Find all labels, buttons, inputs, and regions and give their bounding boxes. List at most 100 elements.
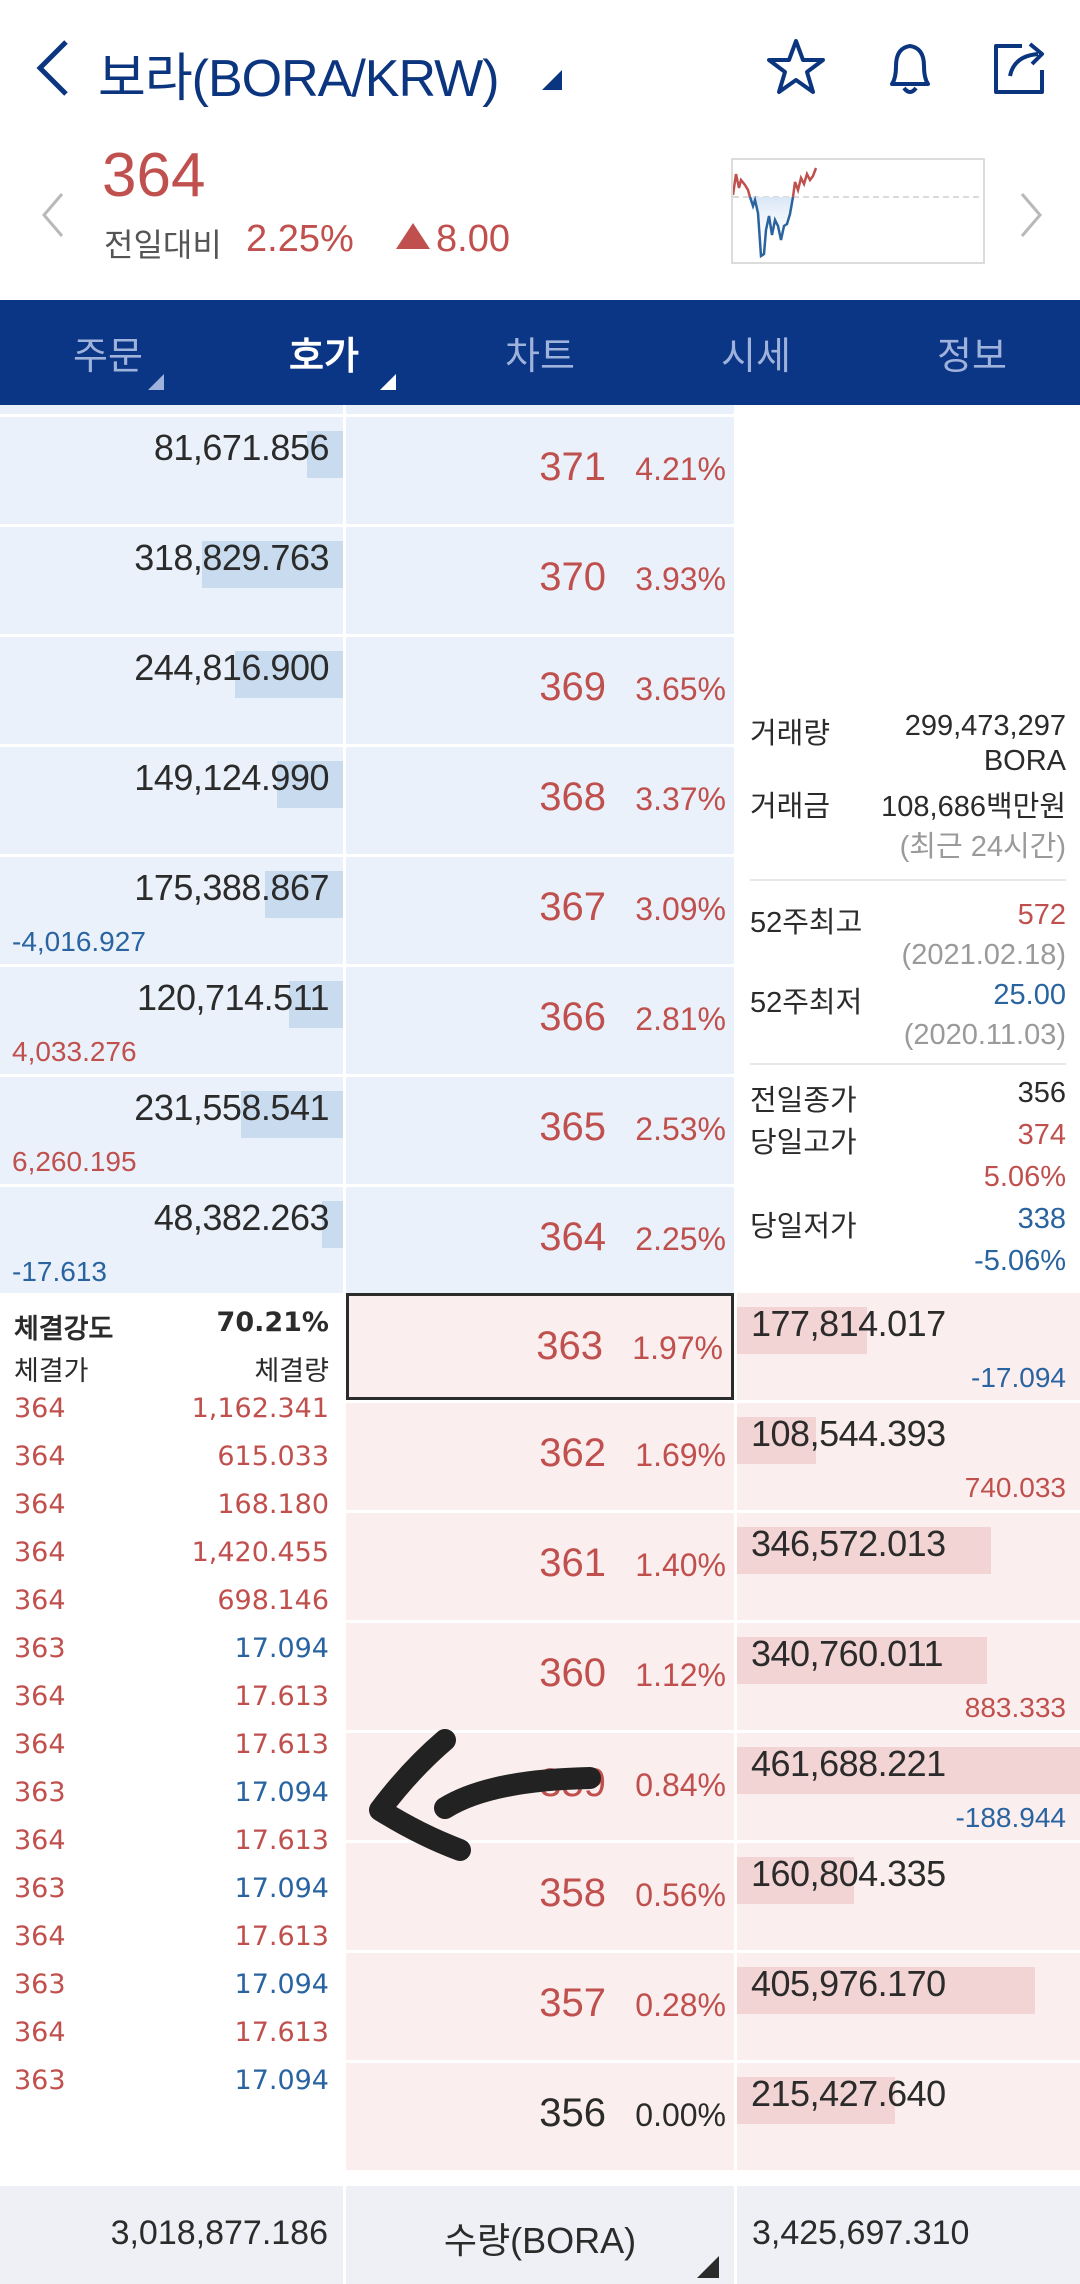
bid-depth-bar bbox=[737, 1527, 991, 1574]
mini-price-chart[interactable] bbox=[731, 158, 985, 264]
back-button[interactable] bbox=[30, 38, 80, 98]
bid-qty: 405,976.170 bbox=[751, 1963, 946, 2004]
bid-qty-cell[interactable]: 215,427.640 bbox=[737, 2063, 1080, 2170]
bid-price: 363 bbox=[536, 1324, 603, 1368]
previous-coin-button[interactable] bbox=[38, 190, 68, 240]
tab-menu-corner-icon bbox=[148, 374, 164, 390]
ask-qty-cell[interactable]: 244,816.900 bbox=[0, 637, 343, 744]
change-percent: 2.25% bbox=[246, 218, 354, 260]
ask-price: 369 bbox=[539, 665, 606, 709]
bid-qty-change: -17.094 bbox=[971, 1362, 1066, 1393]
trade-price: 363 bbox=[14, 1873, 66, 1904]
trade-row: 363 17.094 bbox=[14, 1633, 329, 1681]
trade-price: 364 bbox=[14, 1729, 66, 1760]
unit-dropdown-corner-icon[interactable] bbox=[697, 2256, 719, 2278]
trade-price: 364 bbox=[14, 1681, 66, 1712]
bid-price-cell[interactable]: 356 0.00% bbox=[346, 2063, 734, 2170]
ask-qty-change: 4,033.276 bbox=[12, 1036, 137, 1067]
ask-qty-change: -4,016.927 bbox=[12, 926, 146, 957]
ask-qty: 231,558.541 bbox=[134, 1087, 329, 1128]
ask-price-cell[interactable]: 365 2.53% bbox=[346, 1077, 734, 1184]
ask-price: 370 bbox=[539, 555, 606, 599]
bid-qty-cell[interactable]: 405,976.170 bbox=[737, 1953, 1080, 2060]
tab-market-price[interactable]: 시세 bbox=[648, 300, 864, 405]
trade-price: 363 bbox=[14, 1633, 66, 1664]
ask-price-cell[interactable]: 367 3.09% bbox=[346, 857, 734, 964]
tab-label: 차트 bbox=[505, 336, 575, 378]
ask-qty-cell[interactable]: 149,124.990 bbox=[0, 747, 343, 854]
dropdown-caret-icon[interactable] bbox=[542, 70, 562, 90]
trade-qty: 1,420.455 bbox=[191, 1537, 329, 1568]
current-price: 364 bbox=[102, 141, 206, 210]
ask-qty: 149,124.990 bbox=[134, 757, 329, 798]
ask-price: 366 bbox=[539, 995, 606, 1039]
next-coin-button[interactable] bbox=[1016, 190, 1046, 240]
up-triangle-icon bbox=[396, 223, 430, 249]
trade-qty: 17.094 bbox=[234, 1777, 329, 1808]
ask-qty-change: 6,260.195 bbox=[12, 1146, 137, 1177]
ask-qty: 48,382.263 bbox=[153, 1197, 330, 1238]
bid-price-cell[interactable]: 359 0.84% bbox=[346, 1733, 734, 1840]
bid-qty-change: 740.033 bbox=[964, 1472, 1066, 1503]
trade-qty: 17.613 bbox=[234, 1921, 329, 1952]
amount-value: 108,686백만원 bbox=[881, 791, 1066, 823]
trade-qty: 17.613 bbox=[234, 1681, 329, 1712]
share-button[interactable] bbox=[988, 36, 1052, 100]
ask-top-strip bbox=[0, 405, 734, 414]
bid-price-cell-current[interactable]: 363 1.97% bbox=[346, 1293, 734, 1400]
ask-price-pct: 3.09% bbox=[635, 891, 726, 927]
bid-price-cell[interactable]: 358 0.56% bbox=[346, 1843, 734, 1950]
alert-button[interactable] bbox=[878, 36, 942, 100]
tab-order[interactable]: 주문 bbox=[0, 300, 216, 405]
tab-info[interactable]: 정보 bbox=[864, 300, 1080, 405]
bid-price-cell[interactable]: 362 1.69% bbox=[346, 1403, 734, 1510]
prev-close-label: 전일종가 bbox=[750, 1085, 857, 1117]
page-title[interactable]: 보라(BORA/KRW) bbox=[98, 50, 500, 108]
trade-price: 363 bbox=[14, 1777, 66, 1808]
ask-price-cell[interactable]: 366 2.81% bbox=[346, 967, 734, 1074]
bid-depth-bar bbox=[737, 1857, 854, 1904]
bid-price-pct: 1.40% bbox=[635, 1547, 726, 1583]
trade-qty: 1,162.341 bbox=[191, 1393, 329, 1424]
bid-qty-cell[interactable]: 177,814.017 -17.094 bbox=[737, 1293, 1080, 1400]
ask-qty-cell[interactable]: 231,558.541 6,260.195 bbox=[0, 1077, 343, 1184]
ask-price-pct: 3.37% bbox=[635, 781, 726, 817]
favorite-button[interactable] bbox=[764, 36, 828, 100]
unit-selector[interactable]: 수량(BORA) bbox=[443, 2220, 637, 2261]
ask-qty-cell[interactable]: 81,671.856 bbox=[0, 417, 343, 524]
ask-qty-cell[interactable]: 318,829.763 bbox=[0, 527, 343, 634]
bid-depth-bar bbox=[737, 1637, 987, 1684]
back-icon bbox=[36, 40, 68, 96]
ask-price-cell[interactable]: 369 3.65% bbox=[346, 637, 734, 744]
trade-price: 364 bbox=[14, 1585, 66, 1616]
trade-price-header: 체결가 bbox=[14, 1356, 89, 1387]
bid-price-cell[interactable]: 361 1.40% bbox=[346, 1513, 734, 1620]
bid-qty-change: 883.333 bbox=[964, 1692, 1066, 1723]
bid-qty-cell[interactable]: 160,804.335 bbox=[737, 1843, 1080, 1950]
bid-qty-cell[interactable]: 108,544.393 740.033 bbox=[737, 1403, 1080, 1510]
ask-qty-cell[interactable]: 175,388.867 -4,016.927 bbox=[0, 857, 343, 964]
ask-price-cell[interactable]: 364 2.25% bbox=[346, 1187, 734, 1294]
tab-orderbook[interactable]: 호가 bbox=[216, 300, 432, 405]
ask-price-cell[interactable]: 368 3.37% bbox=[346, 747, 734, 854]
price-summary: 364 전일대비 2.25% 8.00 bbox=[0, 140, 1080, 300]
bid-price-cell[interactable]: 357 0.28% bbox=[346, 1953, 734, 2060]
bid-depth-bar bbox=[737, 1967, 1035, 2014]
ask-price-cell[interactable]: 370 3.93% bbox=[346, 527, 734, 634]
trade-price: 364 bbox=[14, 2017, 66, 2048]
ask-depth-bar bbox=[307, 431, 343, 478]
trade-price: 364 bbox=[14, 1393, 66, 1424]
trade-qty: 17.613 bbox=[234, 2017, 329, 2048]
bid-price-pct: 0.84% bbox=[635, 1767, 726, 1803]
bid-qty-cell[interactable]: 346,572.013 bbox=[737, 1513, 1080, 1620]
bid-qty-cell[interactable]: 340,760.011 883.333 bbox=[737, 1623, 1080, 1730]
ask-qty-cell[interactable]: 48,382.263 -17.613 bbox=[0, 1187, 343, 1294]
ask-price-cell[interactable]: 371 4.21% bbox=[346, 417, 734, 524]
tab-chart[interactable]: 차트 bbox=[432, 300, 648, 405]
amount-label: 거래금 bbox=[750, 791, 831, 823]
bid-qty-cell[interactable]: 461,688.221 -188.944 bbox=[737, 1733, 1080, 1840]
ask-price-pct: 2.53% bbox=[635, 1111, 726, 1147]
bid-price-cell[interactable]: 360 1.12% bbox=[346, 1623, 734, 1730]
period-note: (최근 24시간) bbox=[899, 831, 1066, 863]
ask-qty-cell[interactable]: 120,714.511 4,033.276 bbox=[0, 967, 343, 1074]
